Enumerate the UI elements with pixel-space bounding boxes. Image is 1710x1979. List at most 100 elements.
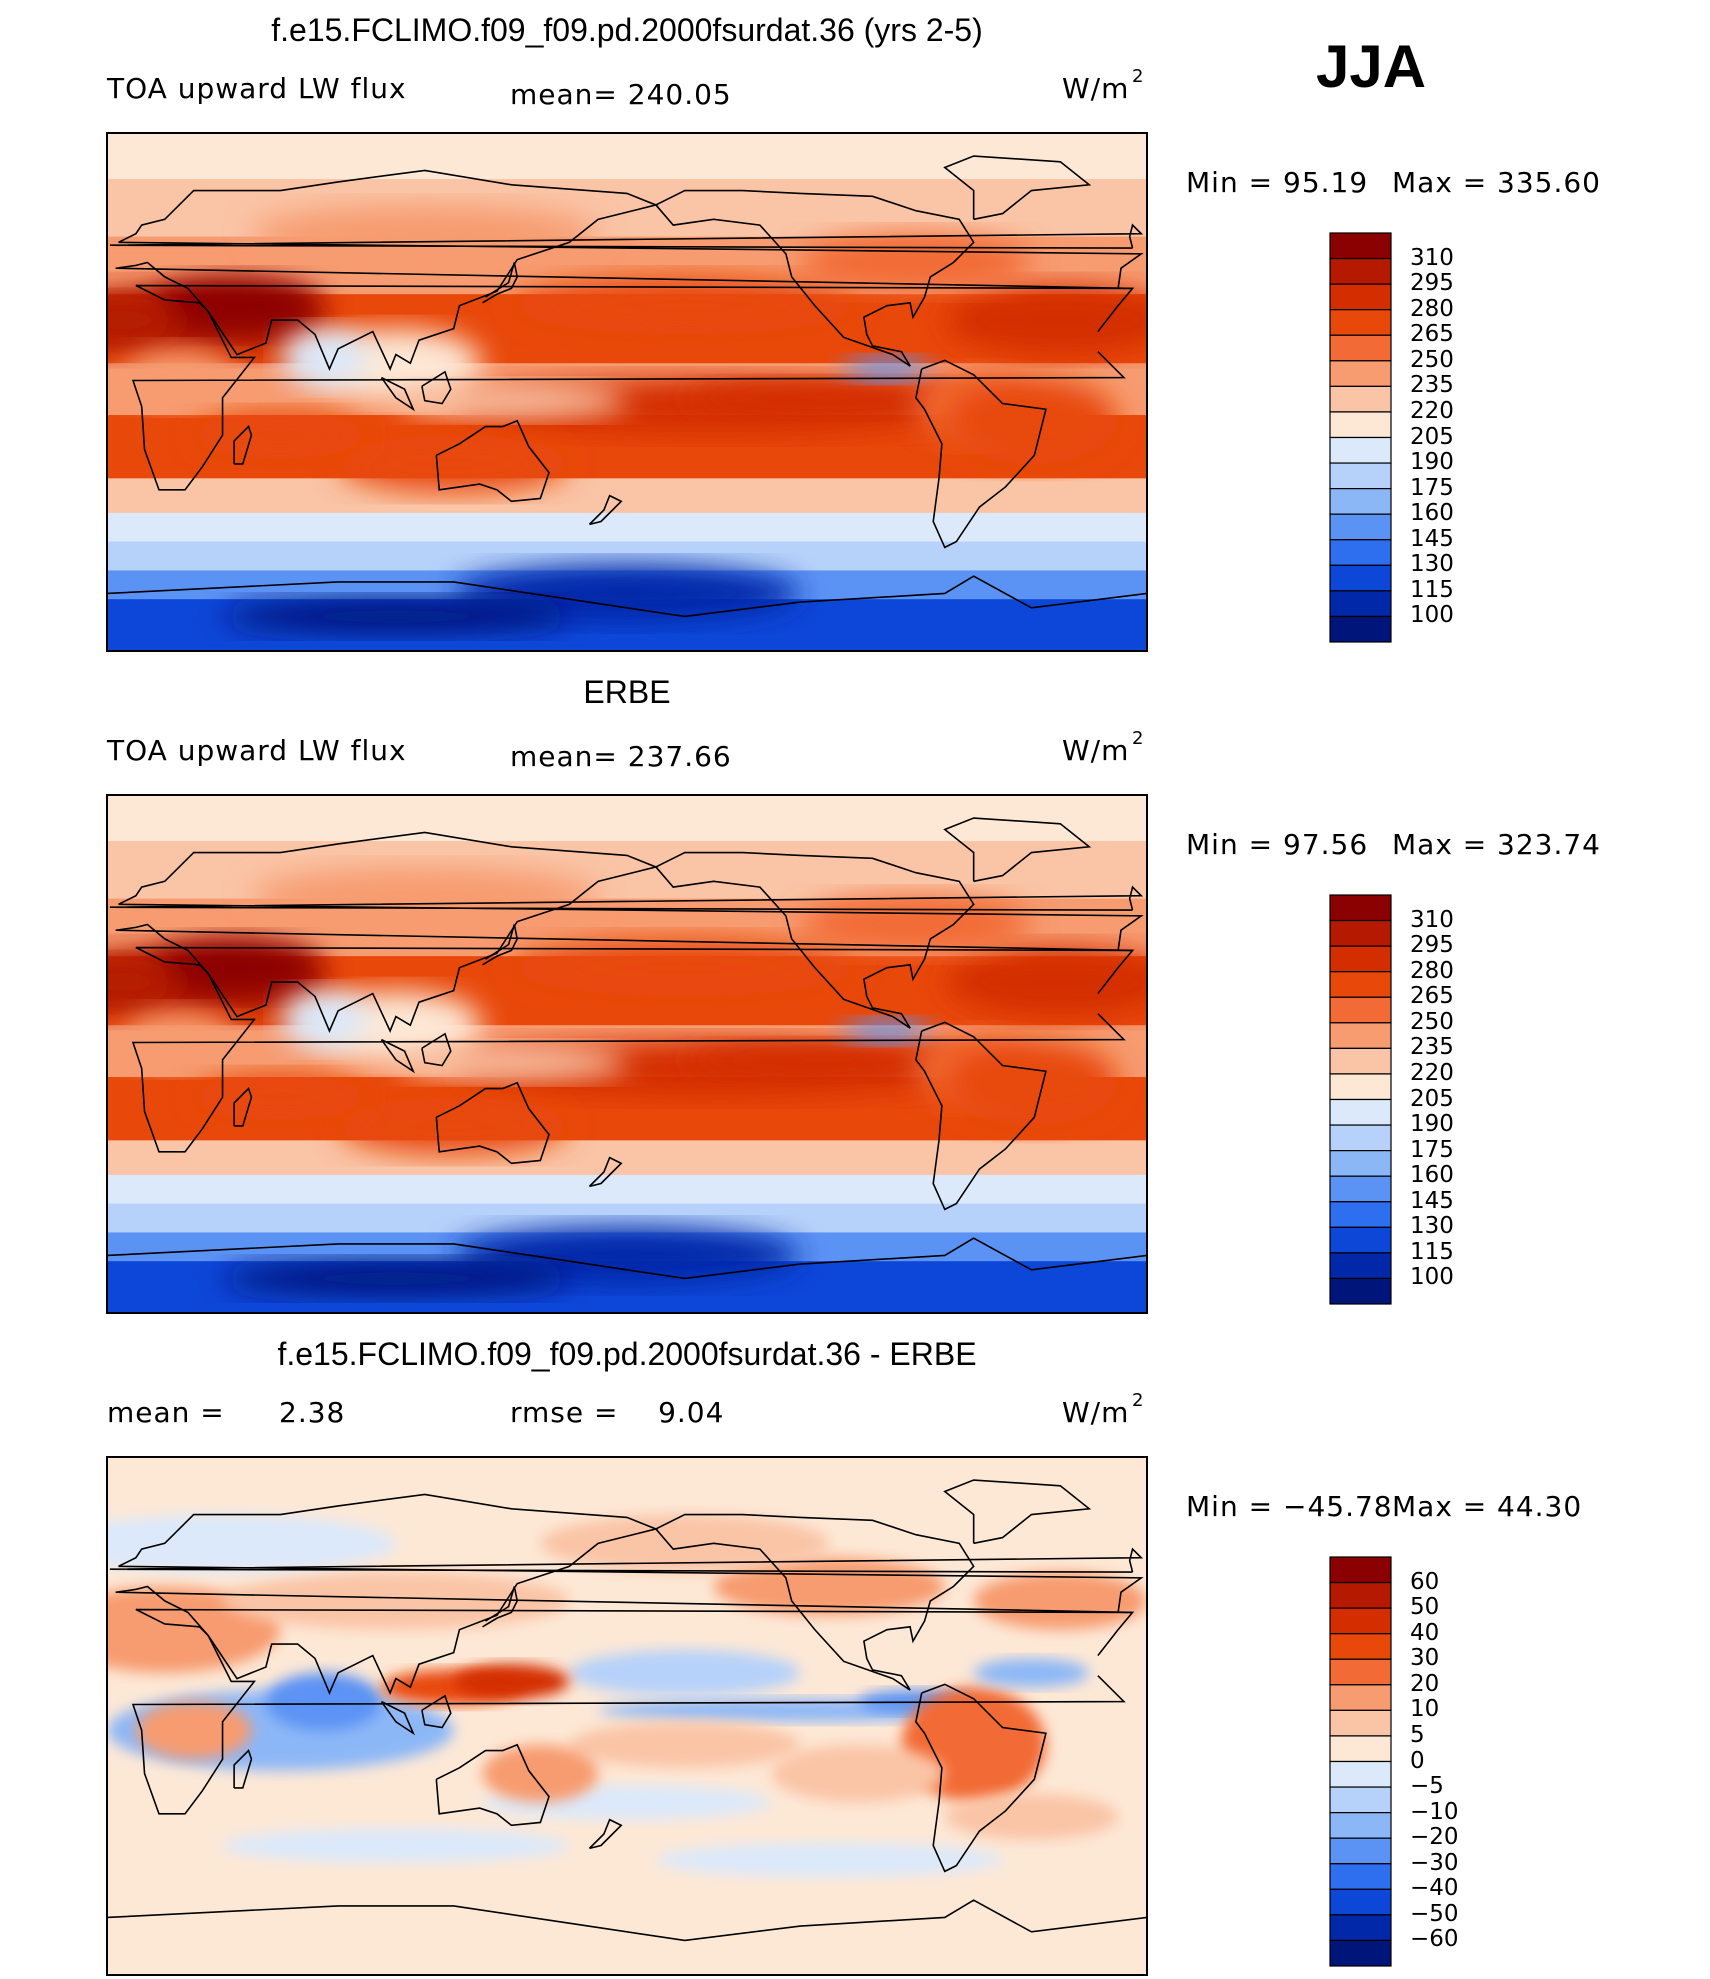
field-band — [107, 386, 1147, 393]
panel-1-units-sup: 2 — [1132, 66, 1144, 87]
field-band — [107, 357, 1147, 365]
field-band — [107, 1140, 1147, 1148]
field-band — [107, 1030, 1147, 1038]
field-band — [107, 553, 1147, 560]
colorbar-tick-label: 50 — [1410, 1594, 1440, 1621]
field-band — [107, 259, 1147, 267]
field-band — [107, 311, 1147, 319]
field-band — [107, 161, 1147, 169]
field-band — [107, 927, 1147, 935]
colorbar-segment — [1329, 1201, 1392, 1228]
colorbar-tick-label: 30 — [1410, 1645, 1440, 1672]
field-blob — [915, 371, 1032, 441]
field-blob — [381, 1669, 526, 1705]
field-blob — [338, 1097, 570, 1155]
field-blob — [569, 1649, 801, 1696]
field-band — [107, 271, 1147, 278]
field-band — [107, 345, 1147, 353]
field-band — [107, 1146, 1147, 1153]
field-band — [107, 1192, 1147, 1199]
colorbar-segment — [1329, 360, 1392, 387]
colorbar-tick-label: −5 — [1410, 1773, 1444, 1800]
coastline — [915, 1683, 1047, 1873]
field-band — [107, 305, 1147, 313]
panel-1-max-value: 335.60 — [1497, 166, 1601, 199]
field-blob — [107, 959, 180, 1006]
colorbar-tick-label: 235 — [1410, 372, 1454, 399]
field-band — [107, 374, 1147, 382]
field-band — [107, 996, 1147, 1004]
panel-3-units: W/m — [1062, 1396, 1130, 1429]
field-band — [107, 1174, 1147, 1182]
field-band — [107, 1042, 1147, 1050]
field-blob — [973, 1572, 1147, 1630]
coastline — [421, 370, 452, 405]
colorbar-tick-label: −30 — [1410, 1849, 1459, 1876]
field-band — [107, 1117, 1147, 1125]
colorbar-tick-label: 190 — [1410, 1111, 1454, 1138]
field-blob — [684, 1042, 974, 1078]
colorbar-segment — [1329, 1226, 1392, 1254]
field-band — [107, 1301, 1147, 1309]
colorbar-tick-label: 295 — [1410, 270, 1454, 297]
field-band — [107, 507, 1147, 514]
field-band — [107, 795, 1147, 802]
field-band — [107, 248, 1147, 255]
field-blob — [944, 285, 1147, 355]
colorbar-segment — [1329, 385, 1392, 413]
field-band — [107, 225, 1147, 232]
colorbar-tick-label: 175 — [1410, 1136, 1454, 1163]
field-blob — [843, 1019, 931, 1043]
field-band — [107, 627, 1147, 635]
coastline — [233, 1749, 253, 1789]
coastline — [421, 1032, 452, 1067]
coastline — [655, 851, 975, 1029]
field-blob — [107, 1586, 281, 1673]
colorbar-segment — [1329, 1581, 1392, 1609]
field-band — [107, 921, 1147, 929]
field-blob — [482, 1785, 772, 1820]
field-band — [107, 1255, 1147, 1263]
panel-1-units: W/m — [1062, 72, 1130, 105]
field-band — [107, 1289, 1147, 1297]
field-blob — [265, 1672, 382, 1731]
field-blob — [944, 947, 1147, 1017]
colorbar-tick-label: 310 — [1410, 244, 1454, 271]
colorbar-segment — [1329, 615, 1392, 643]
colorbar-tick-label: 190 — [1410, 449, 1454, 476]
field-band — [107, 604, 1147, 612]
field-band — [107, 466, 1147, 474]
panel-1-title: f.e15.FCLIMO.f09_f09.pd.2000fsurdat.36 (… — [271, 12, 983, 48]
field-blob — [395, 383, 627, 418]
field-band — [107, 541, 1147, 549]
field-band — [107, 910, 1147, 917]
field-blob — [713, 1557, 945, 1616]
field-band — [107, 173, 1147, 181]
field-band — [107, 956, 1147, 963]
panel-2-title: ERBE — [583, 674, 671, 710]
colorbar-tick-label: 130 — [1410, 551, 1454, 578]
field-band — [107, 328, 1147, 336]
field-band — [107, 639, 1147, 647]
field-band — [107, 858, 1147, 866]
field-band — [107, 449, 1147, 457]
field-band — [107, 1261, 1147, 1268]
coastline — [655, 1513, 975, 1691]
field-band — [107, 1105, 1147, 1113]
colorbar-tick-label: −20 — [1410, 1824, 1459, 1851]
field-band — [107, 294, 1147, 301]
field-blob — [684, 380, 974, 416]
field-band — [107, 207, 1147, 215]
field-band — [107, 368, 1147, 376]
coastline — [115, 831, 1144, 1034]
field-blob — [193, 412, 367, 459]
field-band — [107, 1151, 1147, 1159]
coastline — [482, 924, 519, 966]
coastline — [115, 169, 1144, 372]
field-band — [107, 392, 1147, 399]
panel-2-min-value: 97.56 — [1283, 828, 1369, 861]
field-blob — [251, 204, 599, 263]
field-band — [107, 846, 1147, 854]
coastline — [131, 946, 1135, 1153]
field-blob — [511, 276, 859, 335]
